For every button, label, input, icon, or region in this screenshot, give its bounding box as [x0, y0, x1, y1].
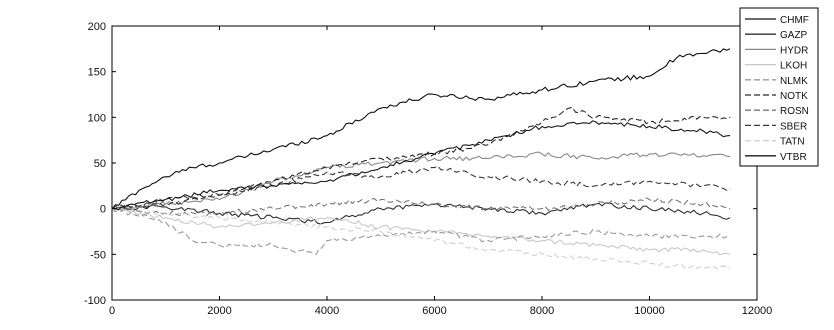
series-line-notk	[111, 106, 731, 210]
x-tick-label: 8000	[530, 305, 554, 317]
y-tick-label: 200	[88, 21, 106, 33]
y-tick-label: -100	[84, 295, 106, 307]
x-tick-label: 6000	[422, 305, 446, 317]
series-line-tatn	[111, 207, 731, 270]
y-tick-label: -50	[90, 249, 106, 261]
x-tick-label: 10000	[634, 305, 665, 317]
tick-layer: 0 2000 4000 6000 8000 10000 12000 -100 -50 0 50 100…	[84, 21, 772, 317]
series-line-sber	[111, 165, 731, 210]
x-tick-label: 4000	[315, 305, 339, 317]
legend-label-nlmk: NLMK	[780, 76, 808, 87]
plot-area	[111, 25, 758, 301]
legend-label-rosn: ROSN	[780, 106, 809, 117]
series-line-vtbr	[111, 120, 731, 211]
legend-label-gazp: GAZP	[780, 30, 808, 41]
x-tick-label: 2000	[207, 305, 231, 317]
series-line-lkoh	[111, 207, 731, 256]
series-line-hydr	[111, 151, 731, 210]
y-tick-label: 0	[100, 204, 106, 216]
series-layer	[111, 48, 731, 270]
legend-label-chmf: CHMF	[780, 15, 809, 26]
y-tick-label: 100	[88, 112, 106, 124]
series-line-chmf	[111, 48, 731, 210]
x-tick-label: 12000	[742, 305, 773, 317]
legend: CHMF GAZP HYDR LKOH NLMK NOTK ROSN SBER TATN VTBR	[739, 7, 819, 167]
legend-label-notk: NOTK	[780, 91, 808, 102]
x-tick-label: 0	[109, 305, 115, 317]
legend-label-vtbr: VTBR	[780, 152, 807, 163]
legend-label-lkoh: LKOH	[780, 61, 807, 72]
legend-label-tatn: TATN	[780, 137, 805, 148]
legend-label-hydr: HYDR	[780, 45, 808, 56]
legend-label-sber: SBER	[780, 121, 807, 132]
y-tick-label: 150	[88, 67, 106, 79]
series-line-rosn	[111, 197, 731, 217]
y-tick-label: 50	[94, 158, 106, 170]
